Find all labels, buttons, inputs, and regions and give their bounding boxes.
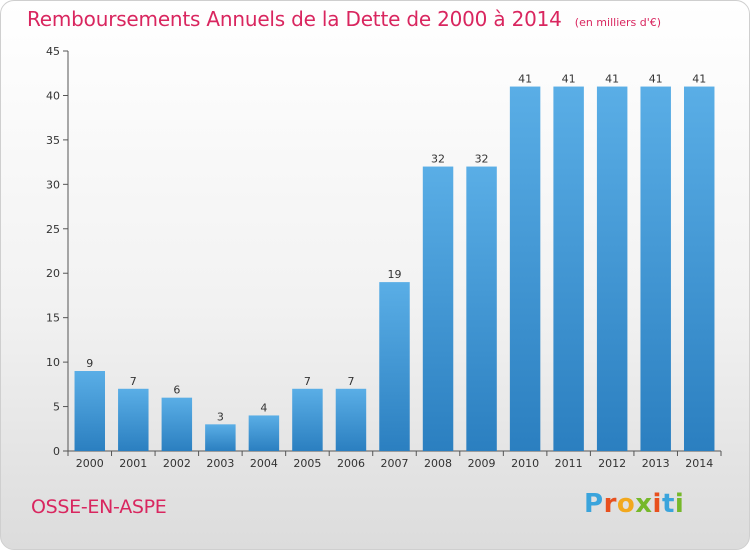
data-label-2013: 41: [649, 73, 663, 86]
x-tick-label: 2000: [76, 457, 104, 470]
bar-2008: [422, 166, 454, 452]
y-tick-label: 20: [46, 267, 60, 280]
y-tick-label: 15: [46, 312, 60, 325]
logo-letter: i: [674, 489, 685, 519]
chart-title: Remboursements Annuels de la Dette de 20…: [27, 7, 562, 31]
bar-2003: [205, 424, 236, 451]
data-label-2012: 41: [605, 73, 619, 86]
title-row: Remboursements Annuels de la Dette de 20…: [27, 7, 661, 31]
x-tick-label: 2003: [206, 457, 234, 470]
x-tick-label: 2013: [642, 457, 670, 470]
data-label-2005: 7: [304, 375, 311, 388]
x-tick-label: 2002: [163, 457, 191, 470]
x-tick-label: 2001: [119, 457, 147, 470]
x-tick-label: 2006: [337, 457, 365, 470]
proxiti-logo: Proxiti: [584, 489, 684, 519]
data-label-2002: 6: [173, 384, 180, 397]
data-label-2006: 7: [347, 375, 354, 388]
logo-letter: i: [652, 489, 662, 519]
x-tick-label: 2011: [555, 457, 583, 470]
data-label-2003: 3: [217, 410, 224, 423]
bar-2010: [509, 86, 541, 452]
y-tick-label: 45: [46, 45, 60, 58]
data-labels: 9 7 6 3 4 7 7 19 32 32 41 41 41 41 41: [86, 73, 706, 424]
bar-2005: [292, 388, 323, 451]
logo-letter: o: [616, 489, 636, 519]
bar-2014: [683, 86, 715, 452]
bar-2006: [335, 388, 367, 451]
bars: [74, 86, 715, 452]
y-tick-label: 5: [53, 401, 60, 414]
x-tick-label: 2014: [685, 457, 713, 470]
y-tick-label: 10: [46, 356, 60, 369]
bar-2007: [379, 282, 410, 451]
x-tick-label: 2012: [598, 457, 626, 470]
data-label-2010: 41: [518, 73, 532, 86]
bar-2000: [74, 371, 106, 451]
data-label-2008: 32: [431, 153, 445, 166]
x-tick-label: 2004: [250, 457, 278, 470]
x-tick-label: 2010: [511, 457, 539, 470]
logo-letter: r: [603, 489, 617, 519]
x-tick-label: 2005: [293, 457, 321, 470]
y-tick-label: 0: [53, 445, 60, 458]
logo-letter: t: [661, 489, 675, 519]
logo-letter: x: [635, 489, 653, 519]
data-label-2009: 32: [475, 153, 489, 166]
data-label-2011: 41: [562, 73, 576, 86]
bar-2012: [596, 86, 628, 452]
data-label-2004: 4: [260, 401, 267, 414]
data-label-2007: 19: [388, 268, 402, 281]
x-tick-label: 2007: [381, 457, 409, 470]
chart-subtitle: (en milliers d'€): [574, 16, 662, 29]
y-tick-label: 40: [46, 89, 60, 102]
bar-2011: [553, 86, 584, 452]
bar-2004: [248, 415, 280, 451]
y-tick-label: 35: [46, 134, 60, 147]
commune-name: OSSE-EN-ASPE: [31, 496, 167, 518]
data-label-2001: 7: [130, 375, 137, 388]
x-axis: 2000 2001 2002 2003 2004 2005 2006 2007 2008 2009…: [67, 450, 722, 470]
bar-2013: [640, 86, 671, 452]
bar-2002: [161, 397, 193, 451]
bar-2009: [466, 166, 497, 452]
data-label-2014: 41: [692, 73, 706, 86]
bar-2001: [118, 388, 149, 451]
y-axis: 0 5 10 15 20 25 30 35 40 45: [46, 45, 69, 458]
y-tick-label: 30: [46, 178, 60, 191]
y-tick-label: 25: [46, 223, 60, 236]
logo-letter: P: [584, 489, 604, 519]
x-tick-label: 2008: [424, 457, 452, 470]
data-label-2000: 9: [86, 357, 93, 370]
x-tick-label: 2009: [468, 457, 496, 470]
